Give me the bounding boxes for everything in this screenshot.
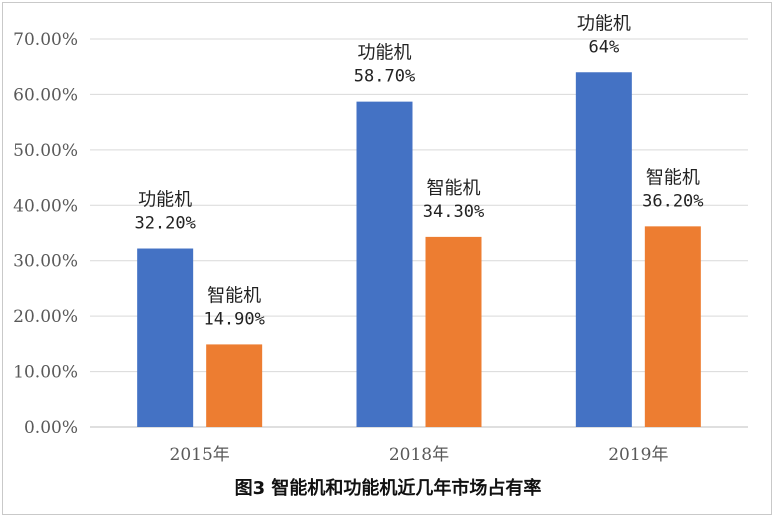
y-tick-label: 10.00% — [13, 363, 78, 383]
bar — [644, 226, 701, 427]
y-tick-label: 20.00% — [13, 307, 78, 327]
data-label-series: 功能机 — [577, 13, 631, 34]
data-label-series: 智能机 — [646, 167, 700, 188]
x-tick-label: 2018年 — [389, 445, 449, 465]
bar — [575, 72, 632, 427]
y-tick-label: 60.00% — [13, 85, 78, 105]
bar — [356, 101, 413, 428]
y-tick-label: 70.00% — [13, 30, 78, 50]
bar — [206, 344, 263, 427]
bar — [137, 248, 194, 427]
data-label-series: 智能机 — [427, 178, 481, 199]
data-label-series: 智能机 — [207, 285, 261, 306]
data-label-value: 36.20% — [642, 191, 703, 211]
data-label-value: 14.90% — [203, 309, 264, 329]
x-tick-label: 2019年 — [608, 445, 668, 465]
chart-caption: 图3 智能机和功能机近几年市场占有率 — [234, 478, 542, 499]
y-tick-label: 30.00% — [13, 252, 78, 272]
data-label-value: 58.70% — [354, 67, 415, 87]
x-tick-label: 2015年 — [170, 445, 230, 465]
y-tick-label: 50.00% — [13, 141, 78, 161]
bar — [425, 236, 482, 427]
bar-chart: 0.00% 10.00% 20.00% 30.00% 40.00% 50.00% 60.00… — [13, 13, 748, 465]
y-tick-label: 40.00% — [13, 196, 78, 216]
data-label-value: 32.20% — [134, 214, 195, 234]
data-label-series: 功能机 — [138, 190, 192, 211]
y-tick-label: 0.00% — [24, 418, 78, 438]
data-label-value: 34.30% — [423, 202, 484, 222]
data-label-value: 64% — [588, 37, 619, 57]
data-label-series: 功能机 — [358, 43, 412, 64]
